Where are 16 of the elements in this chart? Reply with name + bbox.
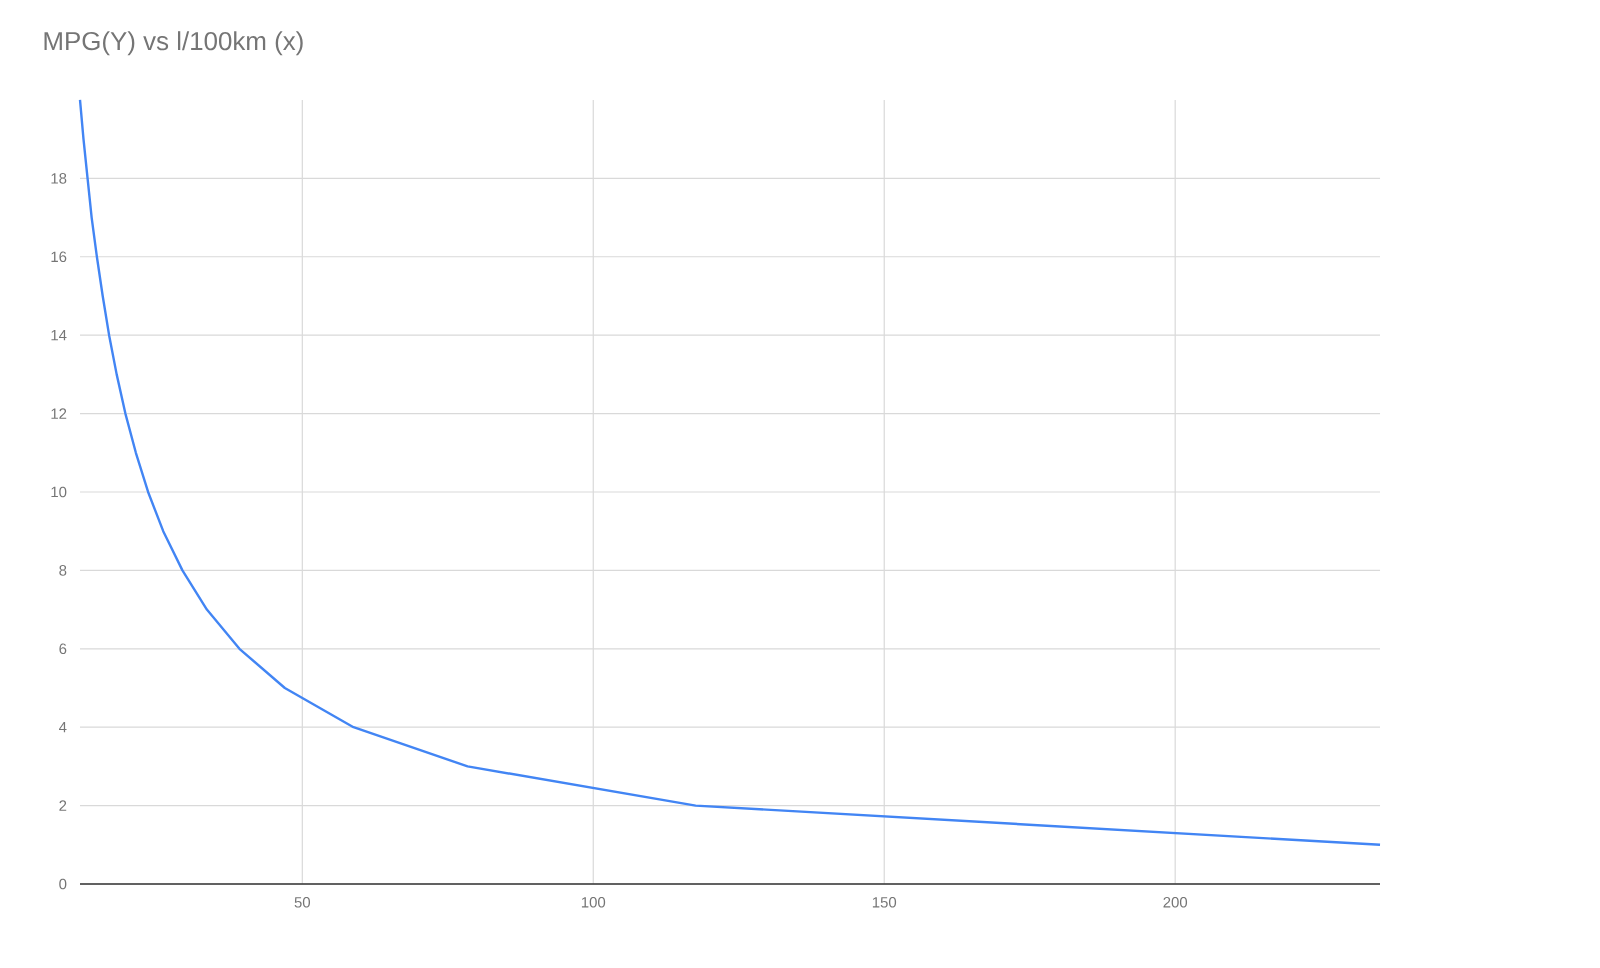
x-tick-label: 50 — [294, 897, 311, 908]
y-tick-label: 18 — [51, 173, 67, 184]
line-series — [78, 98, 1382, 846]
y-tick-label: 6 — [59, 643, 67, 655]
y-tick-label: 16 — [51, 251, 67, 263]
y-tick-label: 12 — [51, 408, 67, 419]
y-tick-label: 10 — [51, 486, 67, 498]
y-tick-label: 0 — [59, 878, 67, 890]
chart-title: MPG(Y) vs l/100km (x) — [44, 31, 303, 56]
x-tick-label: 100 — [581, 897, 606, 908]
y-tick-label: 14 — [51, 330, 67, 341]
x-tick-label: 200 — [1163, 897, 1188, 908]
y-tick-label: 2 — [59, 800, 67, 811]
y-tick-label: 4 — [59, 722, 67, 733]
y-tick-label: 8 — [59, 565, 67, 576]
x-tick-label: 150 — [872, 897, 897, 908]
